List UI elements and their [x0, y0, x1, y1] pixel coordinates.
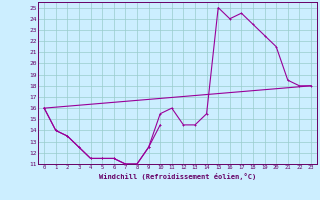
X-axis label: Windchill (Refroidissement éolien,°C): Windchill (Refroidissement éolien,°C) — [99, 173, 256, 180]
